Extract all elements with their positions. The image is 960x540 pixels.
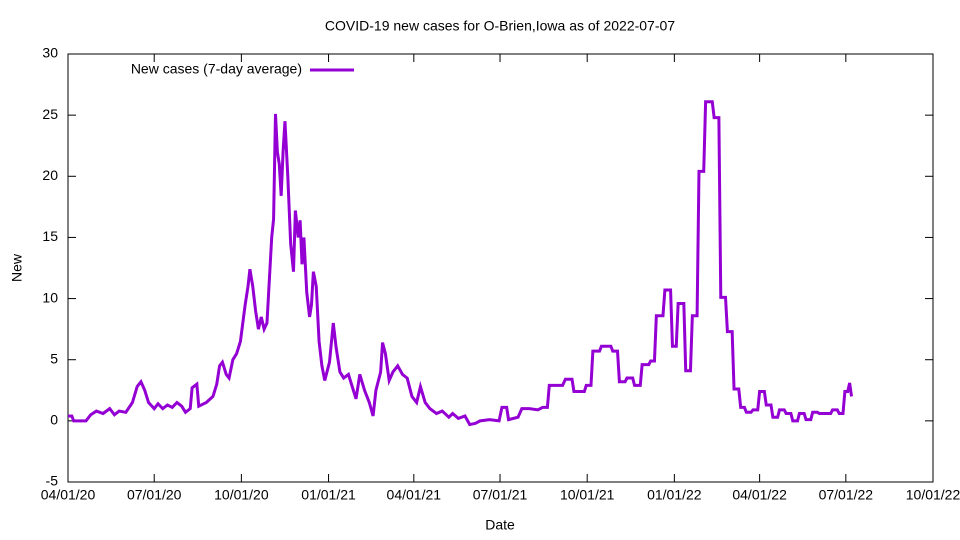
y-tick-label: 20: [42, 167, 58, 183]
x-tick-label: 07/01/22: [819, 487, 874, 503]
y-axis-label: New: [9, 253, 25, 282]
y-tick-label: 30: [42, 45, 58, 61]
legend-label: New cases (7-day average): [131, 61, 302, 77]
x-tick-label: 04/01/21: [387, 487, 442, 503]
y-tick-label: 10: [42, 289, 58, 305]
y-tick-label: 25: [42, 106, 58, 122]
x-tick-label: 10/01/20: [214, 487, 269, 503]
x-tick-label: 04/01/22: [732, 487, 787, 503]
x-tick-label: 01/01/21: [301, 487, 356, 503]
x-tick-label: 07/01/21: [473, 487, 528, 503]
y-tick-label: 5: [50, 350, 58, 366]
x-axis-label: Date: [485, 517, 515, 533]
x-tick-label: 07/01/20: [127, 487, 182, 503]
x-tick-label: 04/01/20: [41, 487, 96, 503]
data-line: [68, 100, 854, 427]
x-tick-label: 10/01/21: [560, 487, 615, 503]
x-tick-label: 01/01/22: [647, 487, 702, 503]
y-tick-label: -5: [46, 473, 59, 489]
y-tick-label: 0: [50, 412, 58, 428]
x-tick-label: 10/01/22: [906, 487, 960, 503]
y-tick-label: 15: [42, 228, 58, 244]
chart-title: COVID-19 new cases for O-Brien,Iowa as o…: [325, 18, 675, 34]
